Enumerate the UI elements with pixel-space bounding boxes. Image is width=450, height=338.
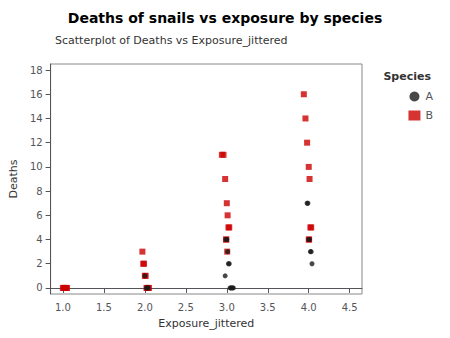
svg-text:2.5: 2.5 — [178, 302, 194, 313]
svg-text:12: 12 — [30, 137, 43, 148]
svg-text:Scatterplot of Deaths vs Expos: Scatterplot of Deaths vs Exposure_jitter… — [55, 34, 288, 47]
svg-text:3.5: 3.5 — [260, 302, 276, 313]
svg-text:1.0: 1.0 — [55, 302, 71, 313]
svg-text:Deaths: Deaths — [7, 159, 20, 198]
svg-text:14: 14 — [30, 113, 43, 124]
svg-text:0: 0 — [36, 282, 42, 293]
svg-text:18: 18 — [30, 65, 43, 76]
svg-text:2: 2 — [36, 258, 42, 269]
svg-text:10: 10 — [30, 161, 43, 172]
svg-text:3.0: 3.0 — [219, 302, 235, 313]
svg-text:4.5: 4.5 — [342, 302, 358, 313]
svg-text:8: 8 — [36, 186, 42, 197]
svg-text:Deaths of snails vs exposure b: Deaths of snails vs exposure by species — [68, 10, 382, 26]
svg-text:2.0: 2.0 — [137, 302, 153, 313]
svg-text:1.5: 1.5 — [96, 302, 112, 313]
svg-text:A: A — [425, 90, 433, 103]
svg-text:Exposure_jittered: Exposure_jittered — [158, 317, 254, 330]
svg-text:B: B — [425, 109, 433, 122]
svg-text:4: 4 — [36, 234, 42, 245]
svg-text:4.0: 4.0 — [301, 302, 317, 313]
svg-text:16: 16 — [30, 89, 43, 100]
svg-text:6: 6 — [36, 210, 42, 221]
svg-text:Species: Species — [383, 70, 431, 83]
